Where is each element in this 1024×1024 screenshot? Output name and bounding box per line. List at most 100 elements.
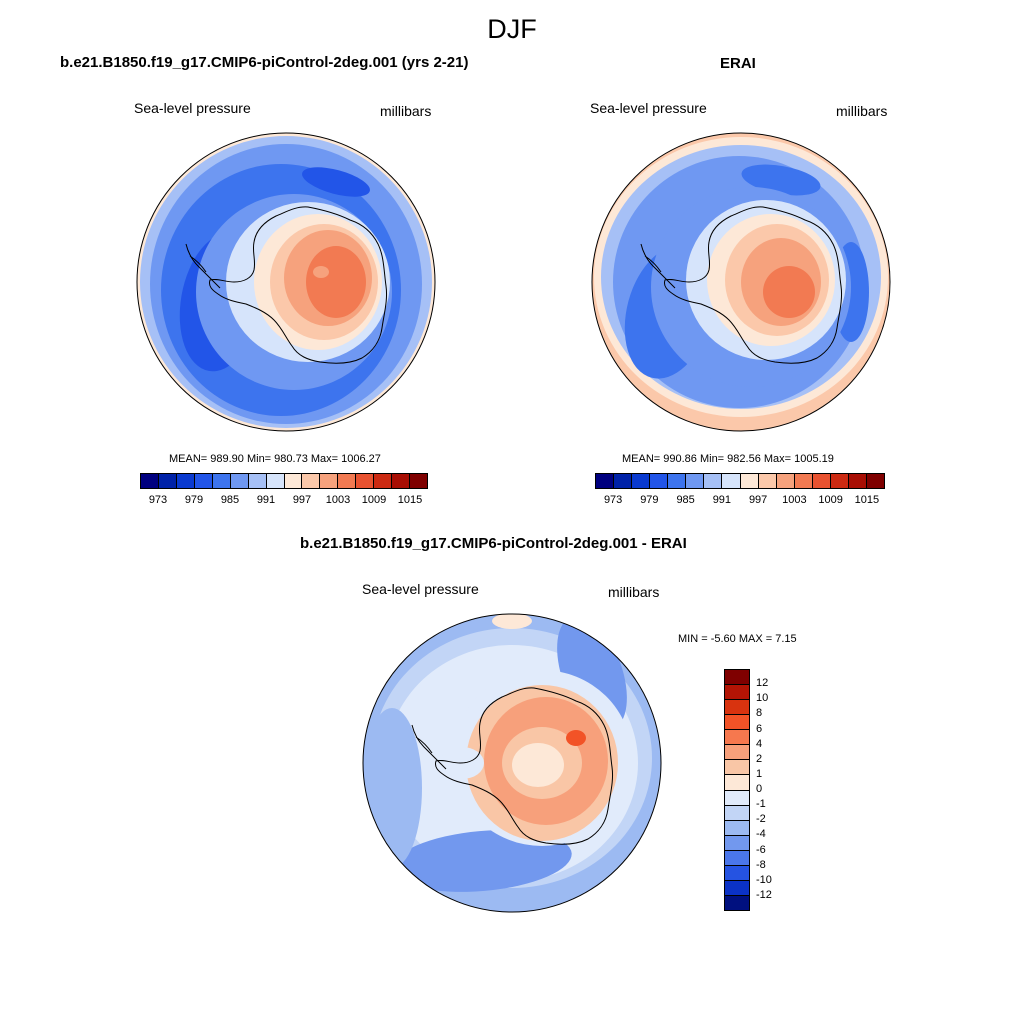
panel-diff-colorbar-tick-label: 12 (756, 677, 769, 690)
panel-obs-colorbar-tick-label: 973 (603, 494, 623, 506)
panel-diff-colorbar-tick-label: 2 (756, 752, 763, 765)
panel-diff-colorbar-tick-label: -10 (756, 873, 772, 886)
panel-model-colorbar-tick-label: 1015 (397, 494, 423, 506)
panel-obs-colorbar-swatch (794, 474, 813, 488)
panel-diff-contour-band (363, 708, 422, 868)
panel-obs-colorbar (595, 473, 885, 489)
panel-diff-colorbar-tick-label: 4 (756, 737, 763, 750)
panel-model-colorbar-swatch (302, 474, 321, 488)
panel-model-stats: MEAN= 989.90 Min= 980.73 Max= 1006.27 (169, 453, 381, 465)
panel-diff-colorbar-tick-label: -4 (756, 828, 766, 841)
panel-model-colorbar-tick-label: 985 (220, 494, 240, 506)
panel-model-colorbar-tick-label: 1009 (361, 494, 387, 506)
panel-diff-colorbar-tick-label: -8 (756, 858, 766, 871)
panel-obs-antarctica-coastline (664, 206, 842, 364)
panel-diff-colorbar-swatch (725, 850, 749, 866)
panel-diff-contour-fill (363, 614, 661, 912)
panel-diff-colorbar-swatch (725, 730, 749, 746)
panel-model-colorbar-swatch (374, 474, 393, 488)
panel-model-colorbar-swatch (212, 474, 231, 488)
panel-obs-colorbar-tick-label: 997 (748, 494, 768, 506)
panel-model-colorbar-swatch (248, 474, 267, 488)
panel-model-peninsula-coastline (185, 243, 221, 289)
panel-obs-colorbar-swatch (704, 474, 723, 488)
panel-obs-colorbar-swatch (848, 474, 867, 488)
panel-obs-colorbar-swatch (740, 474, 759, 488)
panel-obs-colorbar-swatch (614, 474, 633, 488)
panel-obs-colorbar-swatch (596, 474, 615, 488)
panel-diff-colorbar-swatch (725, 745, 749, 761)
panel-model-colorbar-swatch (141, 474, 159, 488)
panel-diff-colorbar-swatch (725, 760, 749, 776)
panel-diff-colorbar-swatch (725, 790, 749, 806)
panel-model-colorbar-swatch (338, 474, 357, 488)
panel-obs-contour-band (763, 266, 815, 318)
panel-obs-colorbar-swatch (830, 474, 849, 488)
panel-obs-colorbar-tick-label: 985 (676, 494, 695, 506)
panel-model-colorbar-swatch (176, 474, 195, 488)
panel-obs-colorbar-swatch (812, 474, 831, 488)
panel-model-colorbar-swatch (230, 474, 249, 488)
panel-diff-colorbar-swatch (725, 685, 749, 701)
panel-diff-contour-band (392, 830, 572, 892)
panel-diff-stats: MIN = -5.60 MAX = 7.15 (678, 633, 797, 645)
panel-diff-colorbar-tick-label: 8 (756, 707, 763, 720)
panel-diff-colorbar-swatch (725, 865, 749, 881)
panel-diff-map-boundary (362, 613, 662, 913)
panel-model-units-label: millibars (380, 103, 432, 119)
panel-model-colorbar-tick-label: 1003 (325, 494, 351, 506)
panel-diff-antarctica-coastline (435, 687, 613, 845)
panel-diff-contour-band (492, 614, 532, 629)
panel-obs-colorbar-swatch (866, 474, 884, 488)
panel-diff-colorbar-tick-label: 1 (756, 767, 763, 780)
panel-diff-colorbar-swatch (725, 775, 749, 791)
panel-diff-colorbar-swatch (725, 700, 749, 716)
panel-diff-colorbar-tick-label: 6 (756, 722, 763, 735)
panel-diff-colorbar-tick-label: -2 (756, 813, 766, 826)
panel-diff-colorbar-swatch (725, 895, 749, 910)
panel-diff-units-label: millibars (608, 584, 660, 600)
panel-diff-colorbar-tick-label: -6 (756, 843, 766, 856)
panel-obs-heading: ERAI (720, 55, 756, 72)
panel-obs-colorbar-swatch (668, 474, 687, 488)
panel-diff-polar-map (362, 613, 662, 913)
panel-diff-colorbar (724, 669, 750, 911)
panel-model-colorbar-swatch (410, 474, 427, 488)
panel-model-contour-fill (137, 133, 435, 431)
panel-diff-colorbar-swatch (725, 715, 749, 731)
panel-obs-units-label: millibars (836, 103, 888, 119)
panel-obs-colorbar-tick-label: 991 (712, 494, 732, 506)
panel-obs-colorbar-swatch (776, 474, 795, 488)
figure-title: DJF (487, 14, 537, 44)
panel-obs-colorbar-swatch (722, 474, 741, 488)
panel-obs-variable-label: Sea-level pressure (590, 100, 707, 116)
panel-model-colorbar-tick-label: 991 (256, 494, 276, 506)
panel-model-contour-band (313, 266, 329, 278)
panel-model-polar-map (136, 132, 436, 432)
panel-model-colorbar-swatch (266, 474, 285, 488)
panel-model-colorbar-swatch (194, 474, 213, 488)
panel-obs-stats: MEAN= 990.86 Min= 982.56 Max= 1005.19 (622, 453, 834, 465)
panel-model-colorbar-swatch (284, 474, 303, 488)
panel-obs-colorbar-swatch (632, 474, 651, 488)
panel-obs-contour-fill (592, 133, 890, 431)
panel-obs-colorbar-tick-label: 1003 (782, 494, 807, 506)
panel-model-colorbar-swatch (356, 474, 375, 488)
panel-diff-contour-band (512, 743, 564, 787)
panel-diff-colorbar-swatch (725, 820, 749, 836)
panel-model-colorbar (140, 473, 428, 489)
panel-obs-colorbar-tick-label: 1015 (854, 494, 880, 506)
panel-obs-colorbar-swatch (650, 474, 669, 488)
panel-model-variable-label: Sea-level pressure (134, 100, 251, 116)
panel-diff-colorbar-tick-label: -1 (756, 798, 766, 811)
panel-model-colorbar-tick-label: 973 (148, 494, 168, 506)
panel-diff-variable-label: Sea-level pressure (362, 581, 479, 597)
panel-model-antarctica-coastline (209, 206, 387, 364)
panel-model-colorbar-tick-label: 979 (184, 494, 204, 506)
panel-model-colorbar-swatch (158, 474, 177, 488)
panel-model-heading: b.e21.B1850.f19_g17.CMIP6-piControl-2deg… (60, 54, 469, 71)
panel-diff-colorbar-tick-label: 0 (756, 783, 763, 795)
panel-obs-colorbar-tick-label: 979 (640, 494, 659, 506)
panel-diff-contour-band (566, 730, 586, 746)
panel-diff-colorbar-tick-label: 10 (756, 692, 769, 705)
